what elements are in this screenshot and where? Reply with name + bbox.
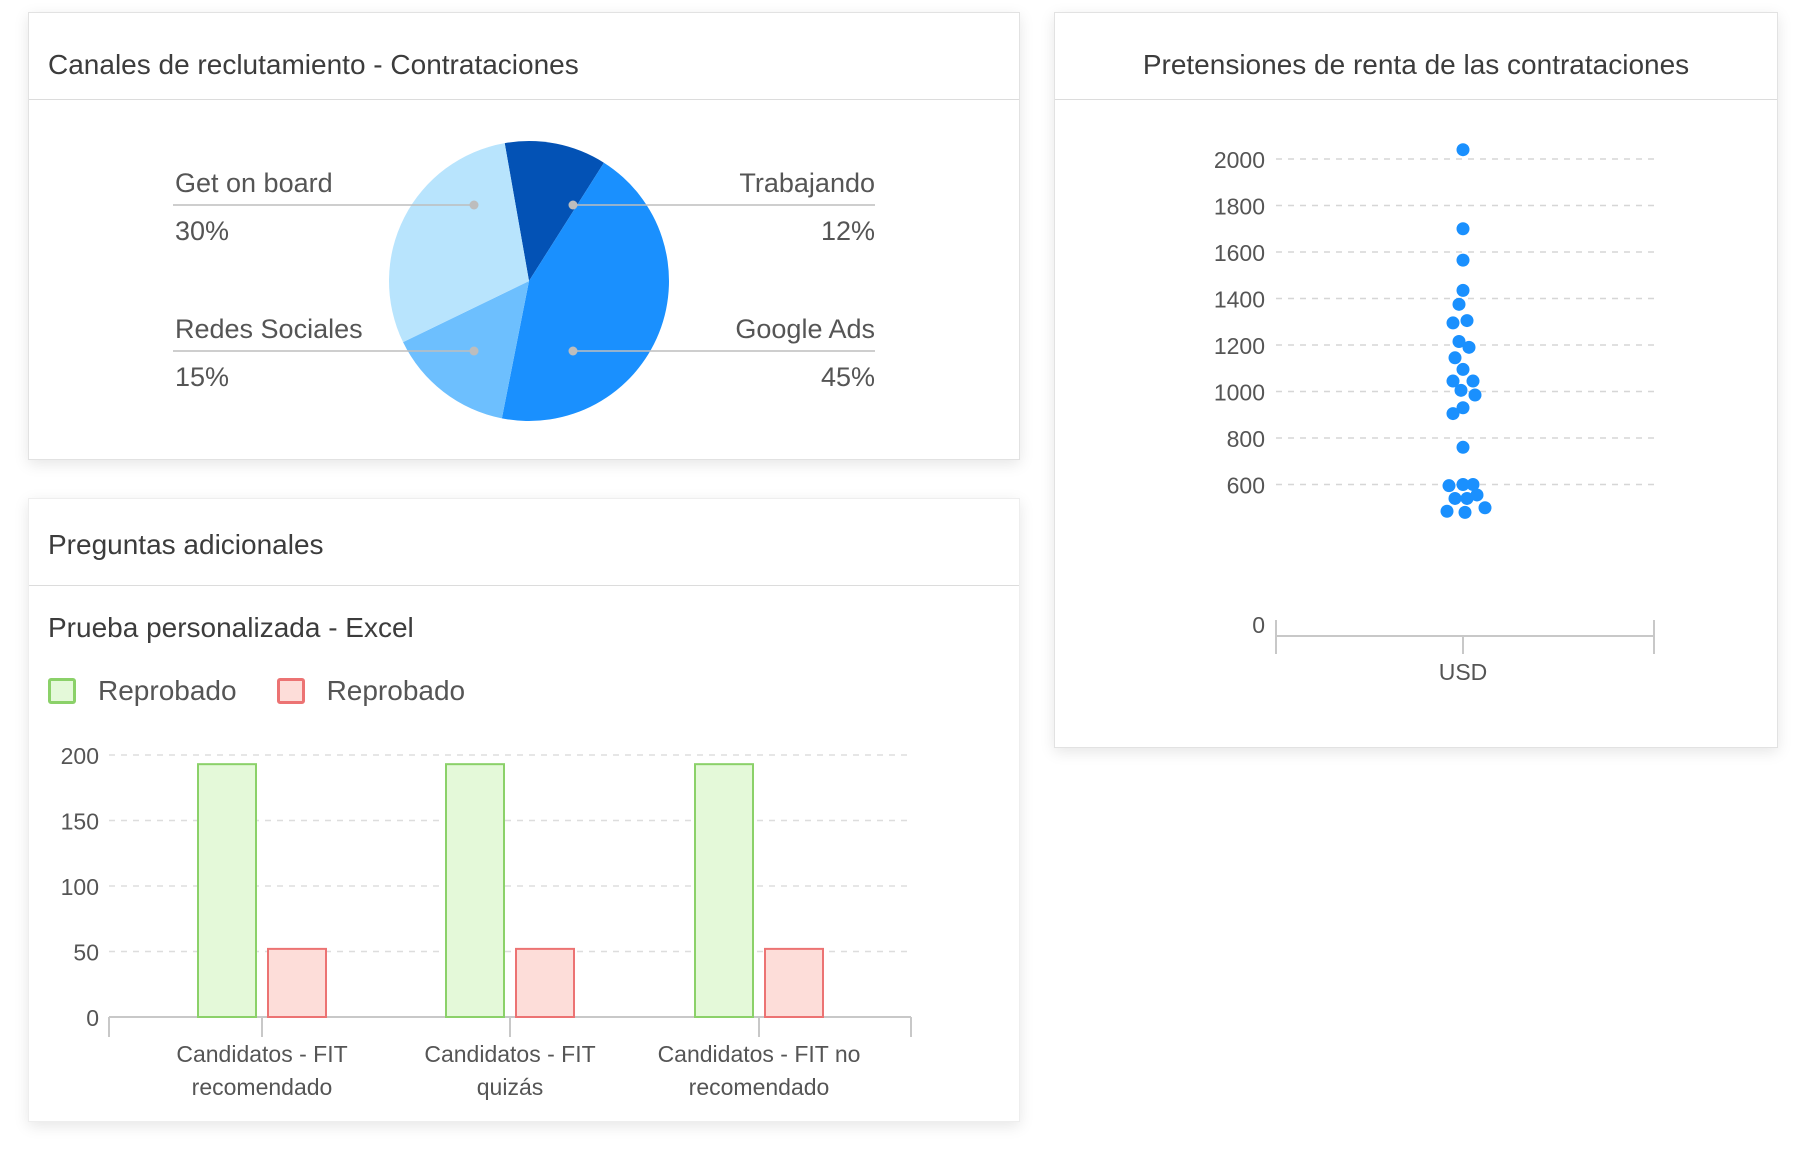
pie-leader-dot	[469, 346, 479, 356]
scatter-point	[1466, 374, 1480, 388]
scatter-point	[1448, 351, 1462, 365]
scatter-point	[1456, 478, 1470, 491]
pie-leader-dot	[568, 346, 578, 356]
bar-red	[764, 947, 824, 1019]
y-tick-label: 600	[1227, 473, 1265, 499]
chart-subtitle: Prueba personalizada - Excel	[48, 612, 414, 643]
bar-green	[694, 763, 754, 1019]
bar-red	[515, 947, 575, 1019]
y-tick-label: 150	[61, 809, 99, 835]
legend-label: Reprobado	[326, 675, 466, 706]
x-category-label: Candidatos - FIT	[424, 1041, 595, 1067]
scatter-point	[1468, 388, 1482, 402]
pie-percent: 30%	[175, 216, 229, 246]
y-tick-label: 1800	[1214, 194, 1265, 220]
pie-chart: Trabajando 12% Google Ads 45% Redes Sociales…	[173, 141, 875, 422]
scatter-point	[1466, 478, 1480, 491]
pie-percent: 45%	[821, 362, 875, 392]
card-header: Pretensiones de renta de las contratacio…	[1055, 13, 1777, 100]
x-category-label: Candidatos - FIT	[176, 1041, 347, 1067]
scatter-point	[1440, 504, 1454, 518]
legend-swatch-red	[276, 678, 305, 704]
card-header: Canales de reclutamiento - Contratacione…	[29, 13, 1019, 100]
y-tick-label: 50	[73, 940, 99, 966]
y-tick-label: 1200	[1214, 333, 1265, 359]
additional-questions-card: Preguntas adicionales 0 50 100 150 200 Candid…	[28, 498, 1020, 1122]
card-title: Preguntas adicionales	[48, 529, 324, 560]
y-tick-label: 2000	[1214, 147, 1265, 173]
legend-label: Reprobado	[98, 675, 237, 706]
y-tick-label: 1400	[1214, 287, 1265, 313]
scatter-point	[1462, 340, 1476, 354]
pie-label: Get on board	[175, 168, 333, 198]
pie-percent: 12%	[821, 216, 875, 246]
pie-label: Redes Sociales	[175, 314, 363, 344]
scatter-point	[1446, 407, 1460, 421]
y-tick-label: 200	[61, 743, 99, 769]
scatter-point	[1456, 362, 1470, 376]
scatter-point	[1456, 440, 1470, 454]
bar-chart: 0 50 100 150 200 Candidatos - FIT recomendado C…	[61, 743, 912, 1100]
scatter-point	[1478, 501, 1492, 515]
card-title: Canales de reclutamiento - Contratacione…	[48, 49, 579, 80]
salary-expectations-card: Pretensiones de renta de las contratacio…	[1054, 12, 1778, 748]
scatter-point	[1458, 505, 1472, 519]
scatter-point	[1456, 143, 1470, 157]
bar-green	[197, 763, 257, 1019]
scatter-point	[1448, 491, 1462, 505]
scatter-point	[1452, 297, 1466, 311]
pie-leader-dot	[568, 200, 578, 210]
y-tick-label: 0	[1252, 612, 1265, 638]
scatter-chart: 0 600 800 1000 1200 1400 1600 1800 2000 USD	[1214, 143, 1655, 685]
bar-legend: Reprobado Reprobado	[48, 675, 505, 707]
pie-percent: 15%	[175, 362, 229, 392]
scatter-point	[1454, 383, 1468, 397]
scatter-point	[1446, 316, 1460, 330]
legend-item-failed[interactable]: Reprobado	[276, 675, 466, 707]
y-tick-label: 800	[1227, 426, 1265, 452]
scatter-point	[1452, 335, 1466, 349]
y-tick-label: 1600	[1214, 240, 1265, 266]
scatter-point	[1446, 374, 1460, 388]
x-category-label: recomendado	[689, 1074, 830, 1100]
pie-slice-1	[501, 162, 669, 422]
y-tick-label: 100	[61, 874, 99, 900]
pie-label: Trabajando	[739, 168, 875, 198]
x-category-label: quizás	[477, 1074, 543, 1100]
x-category-label: recomendado	[192, 1074, 333, 1100]
scatter-point	[1456, 401, 1470, 415]
x-category-label: Candidatos - FIT no	[658, 1041, 861, 1067]
pie-slice-0	[504, 141, 604, 281]
legend-item-passed[interactable]: Reprobado	[48, 675, 237, 707]
pie-slice-3	[389, 143, 529, 343]
recruitment-channels-card: Canales de reclutamiento - Contratacione…	[28, 12, 1020, 460]
bar-green	[445, 763, 505, 1019]
pie-label: Google Ads	[735, 314, 875, 344]
scatter-point	[1442, 479, 1456, 493]
scatter-point	[1460, 491, 1474, 505]
y-tick-label: 1000	[1214, 380, 1265, 406]
scatter-point	[1456, 222, 1470, 236]
bar-red	[267, 947, 327, 1019]
legend-swatch-green	[48, 678, 76, 704]
card-title: Pretensiones de renta de las contratacio…	[1142, 49, 1690, 80]
pie-slice-2	[403, 281, 529, 419]
card-header: Preguntas adicionales	[29, 499, 1019, 586]
x-axis-label: USD	[1439, 659, 1488, 685]
y-tick-label: 0	[86, 1005, 99, 1031]
scatter-point	[1460, 314, 1474, 328]
scatter-point	[1470, 488, 1484, 502]
pie-leader-dot	[469, 200, 479, 210]
scatter-point	[1456, 283, 1470, 297]
scatter-point	[1456, 253, 1470, 267]
